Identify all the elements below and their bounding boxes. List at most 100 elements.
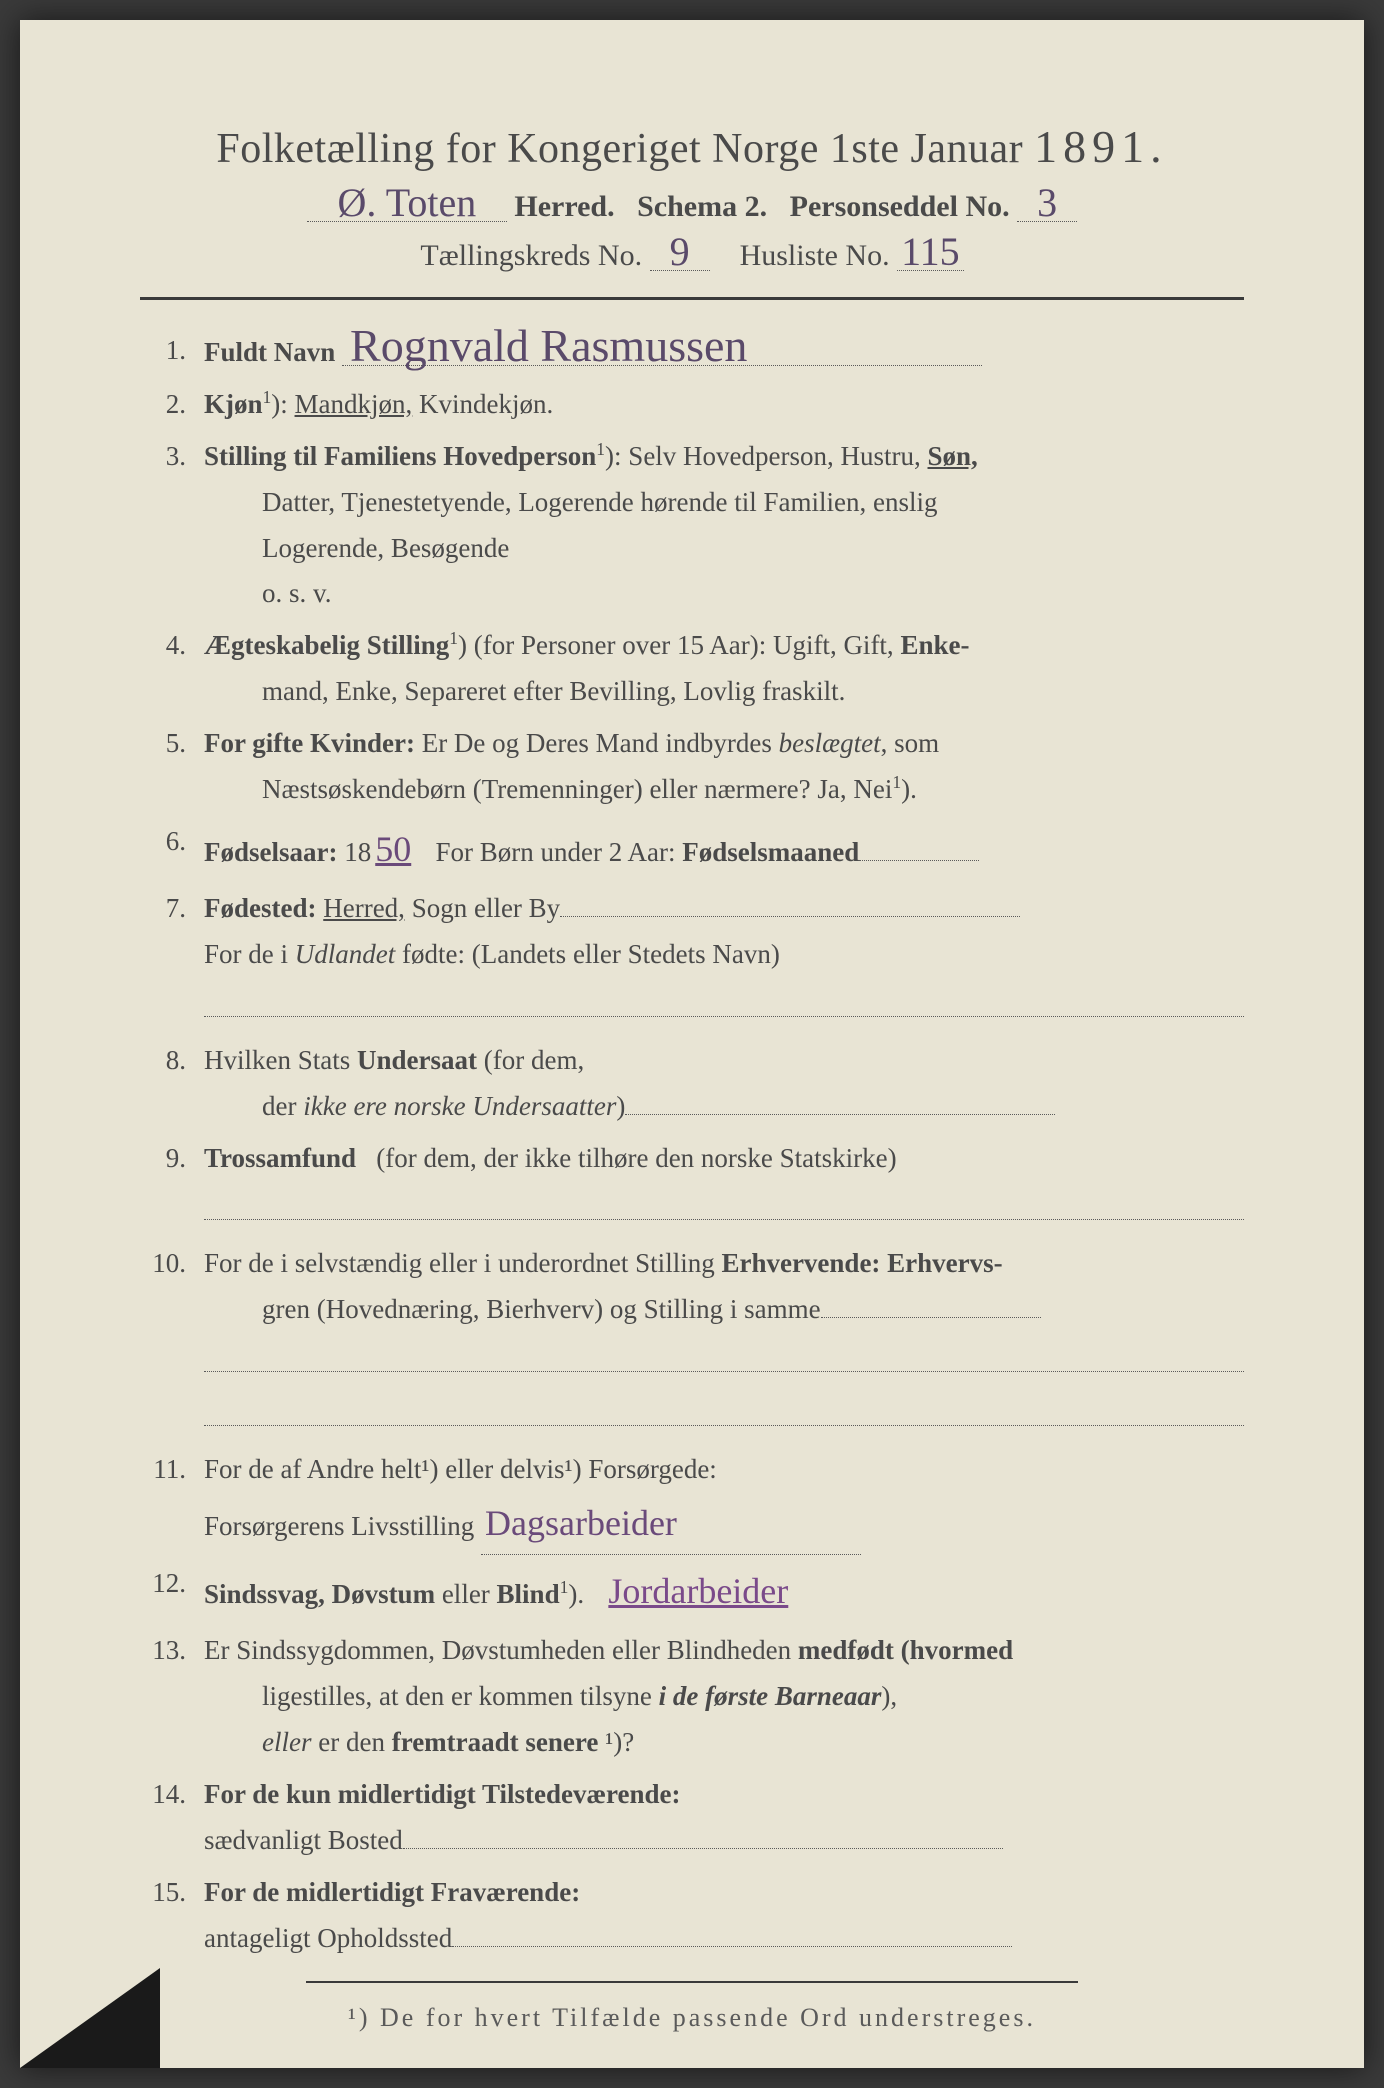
text: Forsørgerens Livsstilling bbox=[204, 1511, 474, 1541]
item-9: 9. Trossamfund (for dem, der ikke tilhør… bbox=[146, 1136, 1244, 1236]
label: Blind bbox=[497, 1579, 560, 1609]
item-4: 4. Ægteskabelig Stilling1) (for Personer… bbox=[146, 623, 1244, 715]
label: Sindssvag, Døvstum bbox=[204, 1579, 435, 1609]
label: Fødselsaar: bbox=[204, 837, 337, 867]
label: Fødselsmaaned bbox=[682, 837, 859, 867]
item-number: 11. bbox=[146, 1447, 204, 1555]
kreds-line: Tællingskreds No. 9 Husliste No. 115 bbox=[140, 234, 1244, 273]
item-14: 14. For de kun midlertidigt Tilstedevære… bbox=[146, 1772, 1244, 1864]
text: (for dem, der ikke tilhøre den norske St… bbox=[376, 1143, 896, 1173]
item-number: 2. bbox=[146, 382, 204, 428]
text: mand, Enke, Separeret efter Bevilling, L… bbox=[204, 676, 845, 706]
text: , som bbox=[881, 728, 940, 758]
item-number: 13. bbox=[146, 1628, 204, 1766]
text: ), bbox=[881, 1681, 897, 1711]
label: Fuldt Navn bbox=[204, 337, 335, 367]
item-6: 6. Fødselsaar: 1850 For Børn under 2 Aar… bbox=[146, 819, 1244, 880]
herred-line: Ø. Toten Herred. Schema 2. Personseddel … bbox=[140, 185, 1244, 224]
text: For Børn under 2 Aar: bbox=[435, 837, 675, 867]
item-number: 5. bbox=[146, 721, 204, 813]
blank-line bbox=[625, 1088, 1055, 1115]
label: For de midlertidigt Fraværende: bbox=[204, 1877, 580, 1907]
text: eller bbox=[442, 1579, 497, 1609]
text: For de i selvstændig eller i underordnet… bbox=[204, 1248, 721, 1278]
blank-line bbox=[204, 1399, 1244, 1426]
item-11: 11. For de af Andre helt¹) eller delvis¹… bbox=[146, 1447, 1244, 1555]
item-body: For de i selvstændig eller i underordnet… bbox=[204, 1241, 1244, 1441]
item-15: 15. For de midlertidigt Fraværende: anta… bbox=[146, 1870, 1244, 1962]
item-number: 4. bbox=[146, 623, 204, 715]
item-number: 8. bbox=[146, 1038, 204, 1130]
label: For de kun midlertidigt Tilstedeværende: bbox=[204, 1779, 681, 1809]
herred-underlined: Herred, bbox=[323, 893, 405, 923]
item-body: For de kun midlertidigt Tilstedeværende:… bbox=[204, 1772, 1244, 1864]
label: Stilling til Familiens Hovedperson bbox=[204, 441, 596, 471]
item-body: For gifte Kvinder: Er De og Deres Mand i… bbox=[204, 721, 1244, 813]
label: Undersaat bbox=[357, 1045, 477, 1075]
text: Sogn eller By bbox=[412, 893, 561, 923]
blank-line bbox=[859, 834, 979, 861]
divider-bottom bbox=[306, 1981, 1079, 1983]
text: Næstsøskendebørn (Tremenninger) eller næ… bbox=[204, 774, 892, 804]
herred-handwritten: Ø. Toten bbox=[307, 185, 507, 222]
label: Ægteskabelig Stilling bbox=[204, 630, 449, 660]
text: Er Sindssygdommen, Døvstumheden eller Bl… bbox=[204, 1635, 798, 1665]
text: Er De og Deres Mand indbyrdes bbox=[422, 728, 779, 758]
item-1: 1. Fuldt Navn Rognvald Rasmussen bbox=[146, 328, 1244, 376]
husliste-label: Husliste No. bbox=[740, 239, 890, 272]
item-body: Fuldt Navn Rognvald Rasmussen bbox=[204, 328, 1244, 376]
label: Trossamfund bbox=[204, 1143, 356, 1173]
form-header: Folketælling for Kongeriget Norge 1ste J… bbox=[140, 120, 1244, 273]
text-italic: i de første Barneaar bbox=[659, 1681, 882, 1711]
form-items: 1. Fuldt Navn Rognvald Rasmussen 2. Kjøn… bbox=[140, 328, 1244, 1961]
text: (for Personer over 15 Aar): Ugift, Gift, bbox=[474, 630, 901, 660]
text: For de af Andre helt¹) eller delvis¹) Fo… bbox=[204, 1454, 717, 1484]
item-body: Ægteskabelig Stilling1) (for Personer ov… bbox=[204, 623, 1244, 715]
herred-label: Herred. bbox=[514, 190, 614, 223]
item-8: 8. Hvilken Stats Undersaat (for dem, der… bbox=[146, 1038, 1244, 1130]
text: o. s. v. bbox=[204, 578, 332, 608]
divider-top bbox=[140, 297, 1244, 300]
text: gren (Hovednæring, Bierhverv) og Stillin… bbox=[204, 1294, 821, 1324]
item-number: 3. bbox=[146, 434, 204, 618]
text: ligestilles, at den er kommen tilsyne bbox=[204, 1681, 659, 1711]
text: antageligt Opholdssted bbox=[204, 1923, 452, 1953]
item-number: 6. bbox=[146, 819, 204, 880]
label: Fødested: bbox=[204, 893, 316, 923]
item-5: 5. For gifte Kvinder: Er De og Deres Man… bbox=[146, 721, 1244, 813]
text: Logerende, Besøgende bbox=[204, 533, 509, 563]
provider-handwritten: Dagsarbeider bbox=[481, 1493, 861, 1555]
name-handwritten: Rognvald Rasmussen bbox=[342, 328, 982, 366]
text: fødte: (Landets eller Stedets Navn) bbox=[402, 939, 780, 969]
label: Kjøn bbox=[204, 389, 263, 419]
item-body: Fødested: Herred, Sogn eller By For de i… bbox=[204, 886, 1244, 1032]
son-underlined: Søn, bbox=[928, 441, 978, 471]
label: For gifte Kvinder: bbox=[204, 728, 415, 758]
text-italic: Udlandet bbox=[295, 939, 396, 969]
blank-line bbox=[403, 1822, 1003, 1849]
sex-female: Kvindekjøn. bbox=[419, 389, 553, 419]
item-number: 7. bbox=[146, 886, 204, 1032]
blank-line bbox=[204, 990, 1244, 1017]
item-2: 2. Kjøn1): Mandkjøn, Kvindekjøn. bbox=[146, 382, 1244, 428]
item-body: Er Sindssygdommen, Døvstumheden eller Bl… bbox=[204, 1628, 1244, 1766]
husliste-no-handwritten: 115 bbox=[897, 234, 964, 271]
title-line: Folketælling for Kongeriget Norge 1ste J… bbox=[140, 120, 1244, 173]
birthyear-handwritten: 50 bbox=[371, 819, 415, 880]
item-body: Hvilken Stats Undersaat (for dem, der ik… bbox=[204, 1038, 1244, 1130]
blank-line bbox=[204, 1193, 1244, 1220]
footnote: ¹) De for hvert Tilfælde passende Ord un… bbox=[140, 2003, 1244, 2033]
blank-line bbox=[452, 1920, 1012, 1947]
item-number: 10. bbox=[146, 1241, 204, 1441]
item-body: For de af Andre helt¹) eller delvis¹) Fo… bbox=[204, 1447, 1244, 1555]
text: er den bbox=[318, 1727, 391, 1757]
label: fremtraadt senere bbox=[392, 1727, 599, 1757]
annotation-handwritten: Jordarbeider bbox=[604, 1561, 792, 1622]
item-body: Stilling til Familiens Hovedperson1): Se… bbox=[204, 434, 1244, 618]
blank-line bbox=[204, 1345, 1244, 1372]
text: For de i bbox=[204, 939, 295, 969]
text: Selv Hovedperson, Hustru, bbox=[628, 441, 927, 471]
item-number: 12. bbox=[146, 1561, 204, 1622]
personseddel-label: Personseddel No. bbox=[790, 190, 1010, 223]
item-body: Kjøn1): Mandkjøn, Kvindekjøn. bbox=[204, 382, 1244, 428]
